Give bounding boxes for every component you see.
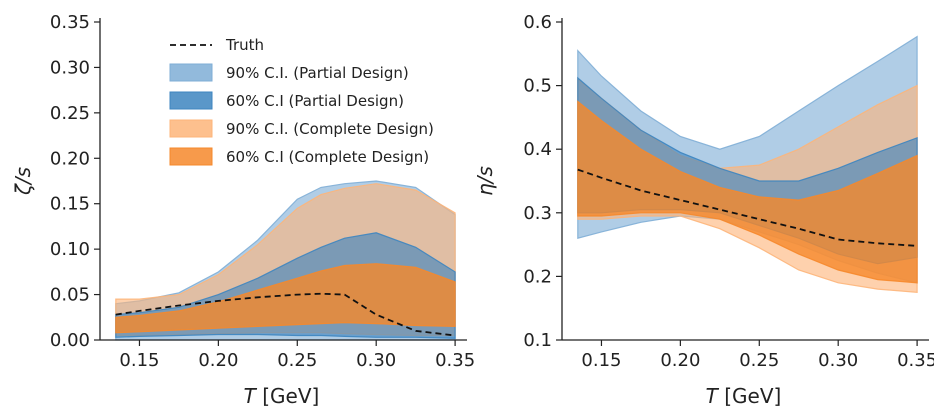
y-tick-label: 0.00 (50, 330, 90, 351)
legend: Truth 90% C.I. (Partial Design) 60% C.I (P… (169, 36, 434, 166)
y-axis-label: η/s (473, 166, 497, 196)
x-tick-label: 0.30 (356, 350, 396, 371)
legend-label-truth: Truth (225, 36, 264, 54)
y-tick-label: 0.35 (50, 12, 90, 33)
y-tick-label: 0.05 (50, 285, 90, 306)
legend-swatch-orange60 (169, 147, 213, 166)
panel-zeta-over-s: 0.00 0.05 0.10 0.15 0.20 0.25 0.30 0.35 0.15 0.20… (11, 12, 475, 408)
legend-swatch-blue60 (169, 91, 213, 110)
x-tick-label: 0.35 (435, 350, 475, 371)
legend-swatch-orange90 (169, 119, 213, 138)
legend-label-orange90: 90% C.I. (Complete Design) (226, 120, 434, 138)
y-tick-label: 0.4 (523, 139, 552, 160)
y-tick-label: 0.20 (50, 148, 90, 169)
x-tick-label: 0.25 (739, 350, 779, 371)
y-tick-label: 0.15 (50, 194, 90, 215)
x-tick-label: 0.30 (818, 350, 858, 371)
y-tick-label: 0.25 (50, 103, 90, 124)
y-tick-label: 0.6 (523, 12, 552, 33)
x-axis-label: T [GeV] (706, 384, 782, 408)
x-tick-label: 0.20 (660, 350, 700, 371)
x-tick-label: 0.15 (119, 350, 159, 371)
truth-line (577, 168, 918, 247)
y-axis-label: ζ/s (11, 167, 35, 196)
truth-line (115, 292, 456, 337)
y-tick-label: 0.5 (523, 76, 552, 97)
legend-label-blue90: 90% C.I. (Partial Design) (226, 64, 409, 82)
legend-label-blue60: 60% C.I (Partial Design) (226, 92, 404, 110)
x-tick-label: 0.25 (277, 350, 317, 371)
y-tick-label: 0.10 (50, 239, 90, 260)
x-axis-label: T [GeV] (244, 384, 320, 408)
y-tick-label: 0.2 (523, 266, 552, 287)
x-tick-label: 0.35 (897, 350, 934, 371)
panel-eta-over-s: 0.1 0.2 0.3 0.4 0.5 0.6 0.15 0.20 0.25 0.30 0.35 T … (473, 12, 934, 408)
y-tick-label: 0.1 (523, 330, 552, 351)
band-orange60 (115, 263, 456, 334)
y-tick-label: 0.3 (523, 203, 552, 224)
y-tick-label: 0.30 (50, 57, 90, 78)
legend-swatch-blue90 (169, 63, 213, 82)
legend-label-orange60: 60% C.I (Complete Design) (226, 148, 429, 166)
x-tick-label: 0.20 (198, 350, 238, 371)
x-tick-label: 0.15 (581, 350, 621, 371)
